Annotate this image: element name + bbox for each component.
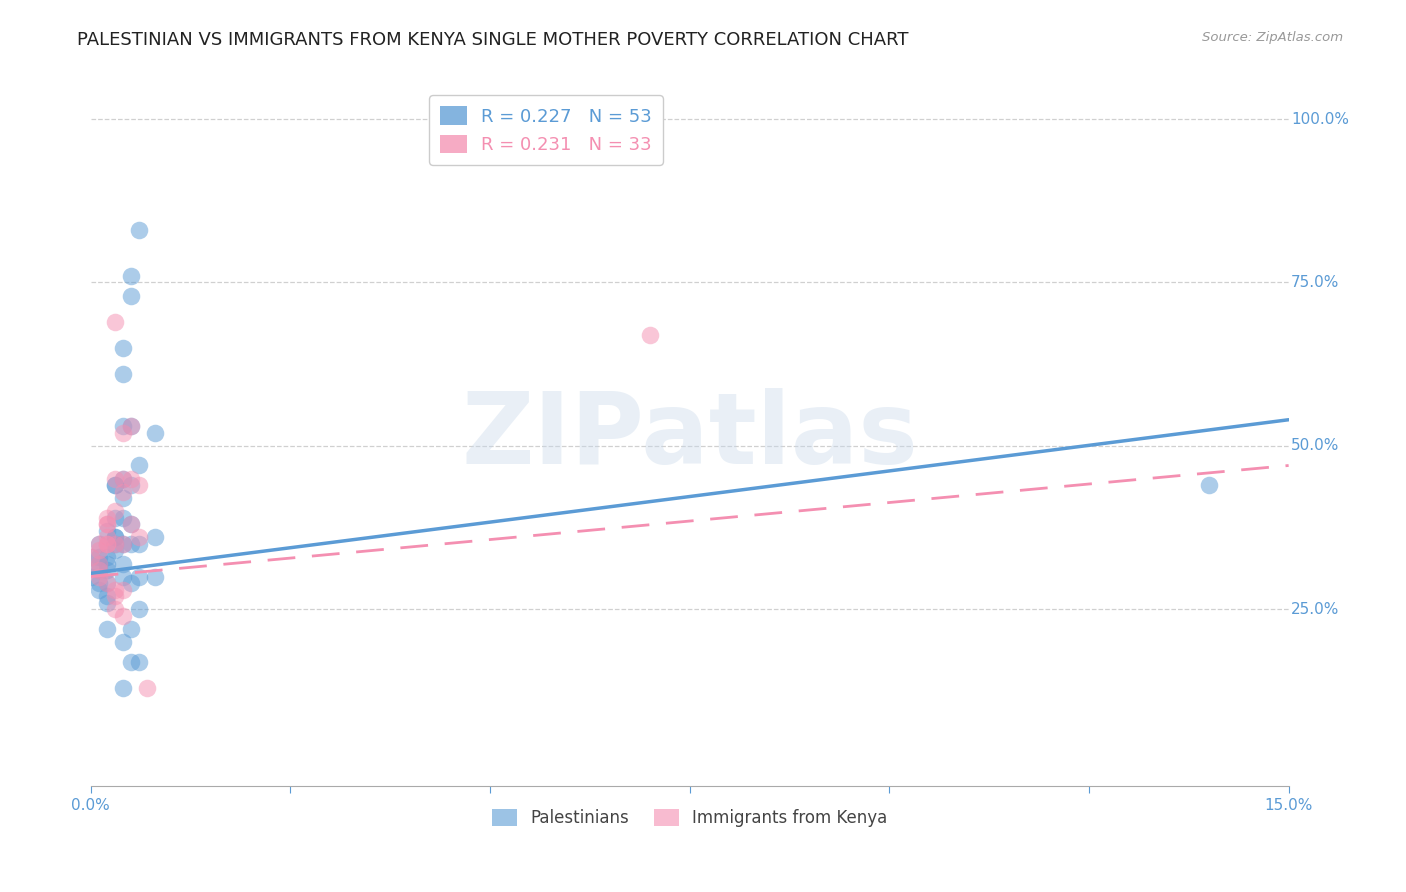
- Point: [111, 419, 134, 434]
- Point: [143, 425, 166, 440]
- Point: [120, 517, 142, 532]
- Point: [96, 563, 118, 577]
- Point: [103, 543, 125, 558]
- Point: [96, 524, 118, 538]
- Point: [128, 530, 150, 544]
- Point: [128, 655, 150, 669]
- Point: [96, 537, 118, 551]
- Point: [111, 491, 134, 505]
- Point: [96, 557, 118, 571]
- Text: 75.0%: 75.0%: [1291, 275, 1340, 290]
- Point: [103, 537, 125, 551]
- Point: [120, 622, 142, 636]
- Point: [1198, 478, 1220, 492]
- Point: [111, 425, 134, 440]
- Point: [111, 635, 134, 649]
- Point: [111, 537, 134, 551]
- Point: [96, 530, 118, 544]
- Text: 100.0%: 100.0%: [1291, 112, 1348, 127]
- Point: [96, 517, 118, 532]
- Point: [96, 510, 118, 524]
- Point: [111, 557, 134, 571]
- Point: [87, 543, 110, 558]
- Point: [87, 563, 110, 577]
- Text: PALESTINIAN VS IMMIGRANTS FROM KENYA SINGLE MOTHER POVERTY CORRELATION CHART: PALESTINIAN VS IMMIGRANTS FROM KENYA SIN…: [77, 31, 908, 49]
- Point: [103, 589, 125, 603]
- Point: [87, 582, 110, 597]
- Point: [120, 268, 142, 283]
- Point: [120, 288, 142, 302]
- Point: [103, 504, 125, 518]
- Point: [103, 530, 125, 544]
- Point: [120, 537, 142, 551]
- Point: [120, 478, 142, 492]
- Point: [96, 517, 118, 532]
- Point: [120, 576, 142, 591]
- Point: [103, 478, 125, 492]
- Point: [96, 549, 118, 564]
- Point: [128, 223, 150, 237]
- Point: [111, 341, 134, 355]
- Point: [135, 681, 157, 695]
- Point: [87, 557, 110, 571]
- Point: [111, 537, 134, 551]
- Point: [111, 582, 134, 597]
- Point: [128, 537, 150, 551]
- Point: [120, 472, 142, 486]
- Point: [96, 537, 118, 551]
- Point: [111, 472, 134, 486]
- Point: [96, 576, 118, 591]
- Point: [111, 367, 134, 381]
- Point: [103, 582, 125, 597]
- Point: [143, 530, 166, 544]
- Point: [143, 569, 166, 583]
- Point: [87, 557, 110, 571]
- Point: [87, 537, 110, 551]
- Point: [87, 549, 110, 564]
- Point: [103, 602, 125, 616]
- Point: [87, 569, 110, 583]
- Point: [103, 472, 125, 486]
- Point: [638, 327, 661, 342]
- Point: [103, 315, 125, 329]
- Point: [103, 530, 125, 544]
- Point: [96, 589, 118, 603]
- Point: [120, 517, 142, 532]
- Point: [111, 484, 134, 499]
- Point: [111, 608, 134, 623]
- Point: [103, 478, 125, 492]
- Point: [79, 549, 101, 564]
- Text: Source: ZipAtlas.com: Source: ZipAtlas.com: [1202, 31, 1343, 45]
- Point: [79, 549, 101, 564]
- Point: [79, 569, 101, 583]
- Point: [103, 510, 125, 524]
- Point: [128, 458, 150, 473]
- Point: [96, 622, 118, 636]
- Point: [111, 472, 134, 486]
- Point: [87, 576, 110, 591]
- Point: [128, 569, 150, 583]
- Text: 50.0%: 50.0%: [1291, 438, 1340, 453]
- Point: [111, 681, 134, 695]
- Point: [87, 563, 110, 577]
- Point: [87, 537, 110, 551]
- Point: [111, 569, 134, 583]
- Point: [120, 419, 142, 434]
- Point: [111, 510, 134, 524]
- Text: 25.0%: 25.0%: [1291, 602, 1340, 616]
- Point: [128, 602, 150, 616]
- Point: [96, 596, 118, 610]
- Legend: Palestinians, Immigrants from Kenya: Palestinians, Immigrants from Kenya: [485, 802, 894, 833]
- Point: [103, 537, 125, 551]
- Point: [120, 419, 142, 434]
- Point: [120, 655, 142, 669]
- Point: [128, 478, 150, 492]
- Point: [96, 576, 118, 591]
- Text: ZIPatlas: ZIPatlas: [461, 387, 918, 484]
